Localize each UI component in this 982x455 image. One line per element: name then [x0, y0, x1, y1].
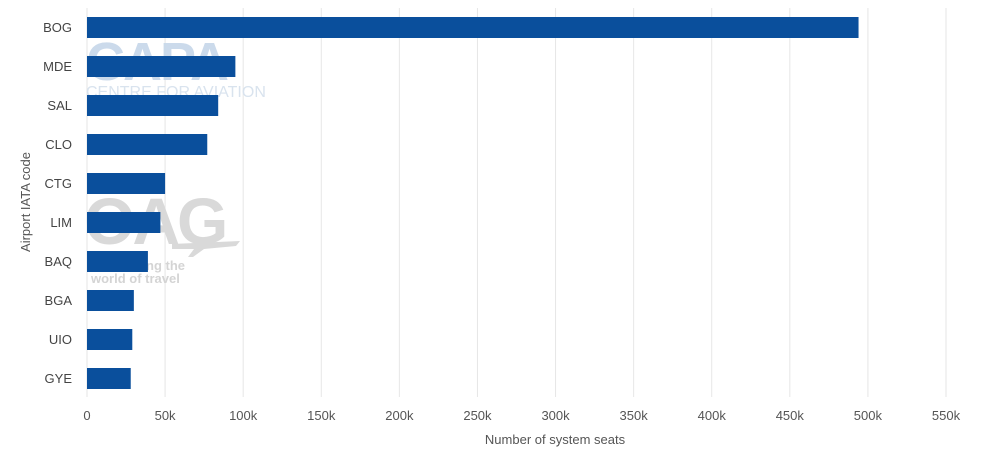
bar-gye: [87, 368, 131, 389]
bar-clo: [87, 134, 208, 155]
x-tick-label: 550k: [932, 408, 961, 423]
x-tick-label: 150k: [307, 408, 336, 423]
x-tick-label: 500k: [854, 408, 883, 423]
x-tick-label: 100k: [229, 408, 258, 423]
category-label-clo: CLO: [45, 137, 72, 152]
airplane-icon: [172, 241, 240, 257]
category-label-uio: UIO: [49, 332, 72, 347]
bar-lim: [87, 212, 161, 233]
x-tick-label: 200k: [385, 408, 414, 423]
oag-tagline-line2: world of travel: [90, 271, 180, 286]
category-label-gye: GYE: [45, 371, 73, 386]
x-tick-label: 450k: [776, 408, 805, 423]
x-tick-labels: 0 50k 100k 150k 200k 250k 300k 350k 400k 450k 500k…: [83, 408, 960, 423]
x-tick-label: 250k: [463, 408, 492, 423]
category-label-baq: BAQ: [45, 254, 72, 269]
x-tick-label: 400k: [698, 408, 727, 423]
category-label-sal: SAL: [47, 98, 72, 113]
x-tick-label: 300k: [541, 408, 570, 423]
bar-uio: [87, 329, 133, 350]
x-tick-label: 0: [83, 408, 90, 423]
bar-bog: [87, 17, 859, 38]
bar-mde: [87, 56, 236, 77]
bar-baq: [87, 251, 148, 272]
category-label-mde: MDE: [43, 59, 72, 74]
category-label-bga: BGA: [45, 293, 73, 308]
category-label-ctg: CTG: [45, 176, 72, 191]
x-axis-title: Number of system seats: [485, 432, 626, 447]
x-tick-label: 350k: [620, 408, 649, 423]
bar-sal: [87, 95, 219, 116]
y-axis-title: Airport IATA code: [18, 152, 33, 252]
category-label-bog: BOG: [43, 20, 72, 35]
category-label-lim: LIM: [50, 215, 72, 230]
category-labels: BOG MDE SAL CLO CTG LIM BAQ BGA UIO GYE: [43, 20, 72, 386]
oag-tagline-line1: ng the: [146, 258, 185, 273]
bar-ctg: [87, 173, 166, 194]
bar-bga: [87, 290, 134, 311]
bars: [87, 17, 859, 389]
x-tick-label: 50k: [155, 408, 176, 423]
